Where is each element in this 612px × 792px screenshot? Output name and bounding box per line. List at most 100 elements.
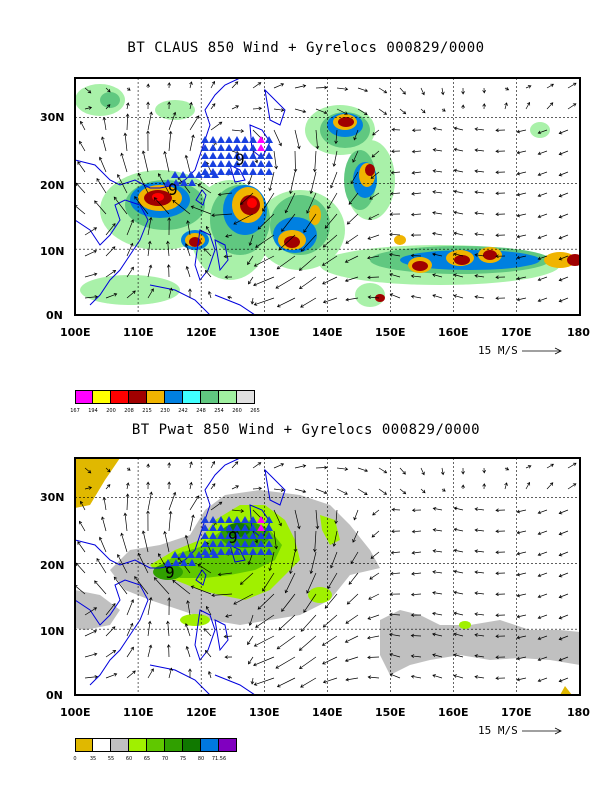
wind-arrow — [102, 116, 107, 131]
wind-arrow — [504, 87, 510, 91]
wind-arrow — [120, 532, 128, 553]
lon-label: 160E — [438, 326, 469, 339]
wind-arrow — [77, 541, 86, 553]
wind-arrow — [516, 572, 527, 577]
wind-arrow — [474, 232, 485, 236]
wind-arrow — [247, 635, 254, 646]
gyre-triangle — [179, 551, 187, 558]
wind-arrow — [432, 190, 443, 194]
gyre-triangle — [172, 559, 180, 566]
wind-arrow — [389, 612, 401, 617]
wind-arrow — [461, 87, 465, 95]
wind-arrow — [441, 488, 446, 492]
wind-arrow — [84, 106, 93, 110]
gyre-triangle — [265, 524, 273, 531]
coastline — [75, 458, 286, 695]
wind-arrow — [367, 655, 380, 660]
gyre-triangle — [249, 152, 257, 159]
wind-arrow — [147, 264, 153, 278]
wind-arrow — [558, 656, 569, 662]
wind-arrow — [558, 192, 569, 198]
wind-arrow — [225, 614, 233, 618]
gyre-triangle — [209, 144, 217, 151]
wind-arrow — [411, 191, 422, 196]
wind-arrow — [537, 297, 548, 303]
wind-arrow — [495, 529, 506, 534]
wind-arrow — [474, 612, 485, 616]
wind-arrow — [255, 614, 275, 628]
wind-arrow — [330, 171, 338, 189]
wind-arrow — [322, 614, 338, 628]
wind-arrow — [344, 276, 359, 283]
gyre-triangle — [241, 540, 249, 547]
gyre-triangle — [249, 548, 257, 555]
wind-arrow — [420, 108, 426, 114]
wind-arrow — [357, 467, 369, 473]
wind-arrow — [321, 255, 338, 266]
wind-arrow — [134, 196, 149, 215]
wind-arrow — [495, 212, 506, 217]
wind-arrow — [94, 200, 107, 215]
gyre-triangle — [211, 171, 219, 178]
wind-arrow — [98, 156, 107, 173]
wind-arrow — [211, 213, 233, 218]
wind-arrow — [84, 652, 98, 658]
wind-arrow — [357, 87, 369, 93]
wind-arrow — [147, 620, 152, 637]
lat-label: 10N — [40, 625, 65, 638]
wind-arrow — [495, 149, 506, 154]
wind-arrow — [253, 677, 275, 686]
wind-arrow — [252, 82, 262, 89]
wind-arrow — [432, 252, 443, 257]
wind-arrow — [126, 599, 135, 616]
wind-arrow — [495, 170, 506, 175]
wind-arrow — [453, 569, 464, 574]
wind-arrow — [495, 655, 506, 660]
wind-arrow — [247, 255, 254, 266]
wind-arrow — [84, 630, 98, 637]
gyre-triangle — [209, 136, 217, 143]
wind-arrow — [399, 467, 406, 475]
wind-arrow — [334, 509, 338, 525]
lon-label: 180 — [567, 706, 590, 719]
wind-arrow — [168, 667, 173, 679]
wind-arrow — [167, 462, 172, 469]
wind-arrow — [275, 276, 296, 289]
wind-arrow — [453, 168, 464, 173]
wind-arrow — [378, 108, 388, 115]
wind-arrow — [558, 530, 569, 536]
wind-arrow — [105, 650, 117, 658]
wind-arrow — [146, 510, 150, 532]
wind-arrow — [306, 572, 317, 594]
colorbar-swatch — [93, 390, 111, 404]
colorbar-swatch — [75, 738, 93, 752]
gyre-triangle — [233, 524, 241, 531]
wind-arrow — [324, 213, 338, 229]
wind-arrow — [105, 293, 118, 299]
lon-label: 140E — [312, 706, 343, 719]
wind-arrow — [231, 509, 245, 513]
wind-arrow — [231, 485, 240, 490]
wind-arrow — [453, 653, 464, 658]
wind-arrow — [516, 614, 527, 619]
wind-arrow — [410, 233, 422, 237]
wind-arrow — [315, 509, 320, 530]
gyre-triangle — [265, 160, 273, 167]
gyre-label-2: 9 — [168, 180, 178, 199]
wind-arrow — [163, 530, 170, 553]
colorbar-swatch — [129, 738, 147, 752]
wind-arrow — [345, 614, 359, 624]
wind-arrow — [248, 614, 254, 626]
gyre-triangle — [209, 540, 217, 547]
wind-arrow — [172, 199, 191, 215]
panel2-frame — [74, 457, 581, 696]
wind-arrow — [276, 297, 296, 308]
lon-label: 130E — [249, 326, 280, 339]
wind-arrow — [495, 296, 506, 301]
panel2-colorbar — [75, 738, 237, 752]
wind-arrow — [84, 467, 92, 474]
wind-arrow — [153, 197, 170, 215]
lat-label: 20N — [40, 179, 65, 192]
wind-arrow — [367, 635, 380, 640]
wind-arrow — [461, 467, 465, 475]
